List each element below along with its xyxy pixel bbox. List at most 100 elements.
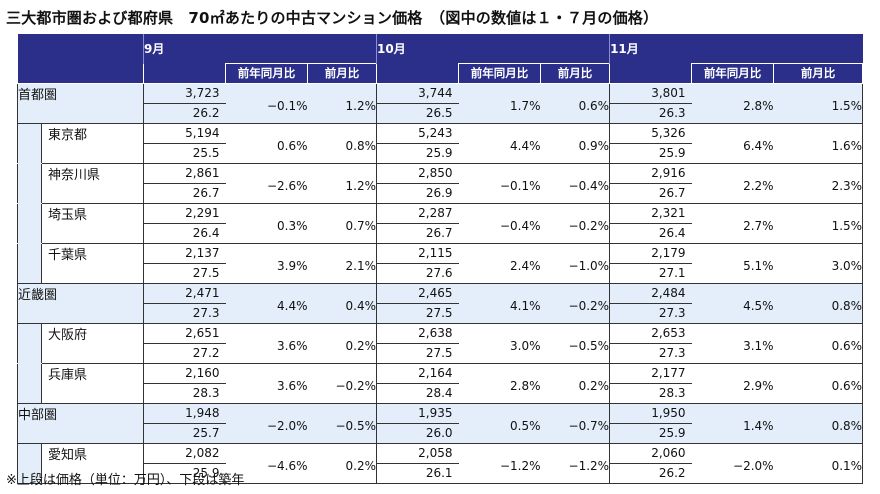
yoy-value: −2.0% <box>225 403 308 444</box>
mom-value: 0.8% <box>773 403 864 444</box>
footnote: ※上段は価格（単位：万円）、下段は築年 <box>6 473 245 488</box>
yoy-value: 4.4% <box>458 123 541 164</box>
yoy-value: −0.1% <box>458 163 541 204</box>
region-name: 近畿圏 <box>17 283 144 324</box>
price-age-cell: 5,243 25.9 <box>376 123 459 164</box>
price-value: 2,638 <box>377 324 459 344</box>
month-header: 9月 <box>142 34 377 63</box>
building-age-value: 27.5 <box>425 305 453 320</box>
price-age-cell: 2,321 26.4 <box>609 203 692 244</box>
table-row: 首都圏 3,723 26.2 −0.1% 1.2% 3,744 26.5 1.7% 0.6% 3,… <box>17 83 864 124</box>
mom-value: −0.4% <box>540 163 611 204</box>
mom-value: 0.2% <box>307 443 378 484</box>
price-age-cell: 2,164 28.4 <box>376 363 459 404</box>
building-age-value: 26.3 <box>658 105 686 120</box>
prefecture-name: 大阪府 <box>41 323 144 364</box>
yoy-value: 3.6% <box>225 323 308 364</box>
yoy-value: 3.1% <box>691 323 774 364</box>
building-age-value: 25.5 <box>192 145 220 160</box>
prefecture-name: 東京都 <box>41 123 144 164</box>
mom-value: 0.6% <box>773 363 864 404</box>
building-age-value: 25.9 <box>658 145 686 160</box>
mom-value: 0.2% <box>307 323 378 364</box>
price-value: 2,177 <box>610 364 692 384</box>
yoy-value: 4.1% <box>458 283 541 324</box>
building-age-value: 26.7 <box>425 225 453 240</box>
price-value: 1,950 <box>610 404 692 424</box>
month-header: 11月 <box>609 34 863 63</box>
price-age-cell: 2,160 28.3 <box>143 363 226 404</box>
price-value: 1,935 <box>377 404 459 424</box>
price-age-cell: 2,638 27.5 <box>376 323 459 364</box>
price-age-cell: 2,916 26.7 <box>609 163 692 204</box>
header-corner-sub <box>17 62 144 84</box>
mom-value: −0.7% <box>540 403 611 444</box>
page-title: 三大都市圏および都府県 70㎡あたりの中古マンション価格 （図中の数値は１・７月… <box>6 9 659 27</box>
price-value: 2,060 <box>610 444 692 464</box>
price-age-cell: 3,801 26.3 <box>609 83 692 124</box>
mom-value: 0.9% <box>540 123 611 164</box>
yoy-value: 3.6% <box>225 363 308 404</box>
price-value: 2,850 <box>377 164 459 184</box>
indent-cell <box>17 323 42 364</box>
building-age-value: 27.5 <box>425 345 453 360</box>
yoy-subheader: 前年同月比 <box>691 62 775 84</box>
yoy-value: 4.5% <box>691 283 774 324</box>
yoy-value: 2.7% <box>691 203 774 244</box>
price-age-cell: 1,948 25.7 <box>143 403 226 444</box>
price-value: 1,948 <box>144 404 226 424</box>
mom-value: 2.3% <box>773 163 864 204</box>
table-row: 千葉県 2,137 27.5 3.9% 2.1% 2,115 27.6 2.4% −1.0% 2,… <box>17 243 864 284</box>
price-value: 2,137 <box>144 244 226 264</box>
yoy-value: 3.0% <box>458 323 541 364</box>
price-value: 2,484 <box>610 284 692 304</box>
price-value: 2,653 <box>610 324 692 344</box>
price-age-cell: 3,744 26.5 <box>376 83 459 124</box>
price-age-cell: 2,861 26.7 <box>143 163 226 204</box>
price-age-cell: 2,465 27.5 <box>376 283 459 324</box>
month-header: 10月 <box>376 34 610 63</box>
price-value: 2,160 <box>144 364 226 384</box>
yoy-value: −2.6% <box>225 163 308 204</box>
price-subheader <box>609 62 693 84</box>
building-age-value: 27.6 <box>425 265 453 280</box>
price-value: 2,287 <box>377 204 459 224</box>
prefecture-name: 埼玉県 <box>41 203 144 244</box>
mom-value: −0.5% <box>540 323 611 364</box>
building-age-value: 26.1 <box>425 465 453 480</box>
building-age-value: 26.4 <box>658 225 686 240</box>
yoy-value: −4.6% <box>225 443 308 484</box>
table-row: 埼玉県 2,291 26.4 0.3% 0.7% 2,287 26.7 −0.4% −0.2% 2… <box>17 203 864 244</box>
indent-cell <box>17 203 42 244</box>
price-age-cell: 2,484 27.3 <box>609 283 692 324</box>
mom-value: 1.6% <box>773 123 864 164</box>
yoy-value: 2.8% <box>458 363 541 404</box>
mom-value: −0.2% <box>307 363 378 404</box>
yoy-value: 0.6% <box>225 123 308 164</box>
mom-subheader: 前月比 <box>540 62 611 84</box>
building-age-value: 25.7 <box>192 425 220 440</box>
price-value: 3,723 <box>144 84 226 104</box>
price-table: 9月 10月 11月 前年同月比 前月比 前年同月比 前月比 前年同月比 前月比… <box>17 34 864 484</box>
price-age-cell: 2,850 26.9 <box>376 163 459 204</box>
price-age-cell: 1,935 26.0 <box>376 403 459 444</box>
region-name: 中部圏 <box>17 403 144 444</box>
mom-value: 0.7% <box>307 203 378 244</box>
building-age-value: 27.5 <box>192 265 220 280</box>
yoy-value: 1.4% <box>691 403 774 444</box>
price-value: 2,861 <box>144 164 226 184</box>
price-age-cell: 5,326 25.9 <box>609 123 692 164</box>
building-age-value: 28.3 <box>192 385 220 400</box>
price-age-cell: 2,653 27.3 <box>609 323 692 364</box>
price-age-cell: 3,723 26.2 <box>143 83 226 124</box>
yoy-value: −2.0% <box>691 443 774 484</box>
building-age-value: 27.3 <box>658 345 686 360</box>
price-value: 3,744 <box>377 84 459 104</box>
yoy-value: −0.4% <box>458 203 541 244</box>
building-age-value: 26.4 <box>192 225 220 240</box>
building-age-value: 26.7 <box>192 185 220 200</box>
region-name: 首都圏 <box>17 83 144 124</box>
building-age-value: 25.9 <box>425 145 453 160</box>
mom-value: −1.2% <box>540 443 611 484</box>
indent-cell <box>17 163 42 204</box>
